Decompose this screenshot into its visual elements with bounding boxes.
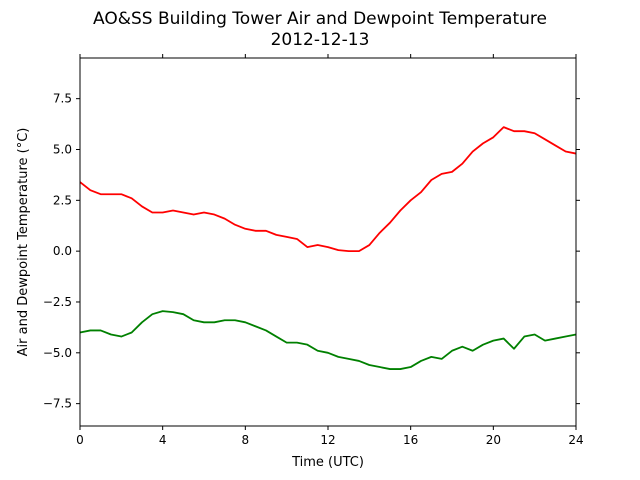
x-tick-label: 4 xyxy=(159,433,167,447)
y-tick-label: 2.5 xyxy=(53,193,72,207)
x-axis: 0 4 8 12 16 20 24 xyxy=(76,54,584,447)
x-axis-label: Time (UTC) xyxy=(291,455,364,470)
y-tick-label: 7.5 xyxy=(53,92,72,106)
x-tick-label: 8 xyxy=(242,433,250,447)
x-tick-label: 0 xyxy=(76,433,84,447)
y-tick-label: 5.0 xyxy=(53,142,72,156)
y-tick-label: −2.5 xyxy=(43,295,72,309)
chart-title: AO&SS Building Tower Air and Dewpoint Te… xyxy=(93,9,547,29)
series-line-2 xyxy=(79,310,577,370)
y-tick-label: −7.5 xyxy=(43,397,72,411)
y-axis-label: Air and Dewpoint Temperature (°C) xyxy=(16,128,31,357)
x-tick-label: 16 xyxy=(403,433,418,447)
x-tick-label: 12 xyxy=(320,433,335,447)
y-axis: −7.5 −5.0 −2.5 0.0 2.5 5.0 7.5 xyxy=(43,92,580,411)
x-tick-label: 20 xyxy=(486,433,501,447)
x-tick-label: 24 xyxy=(568,433,583,447)
plot-frame xyxy=(79,57,577,427)
y-tick-label: 0.0 xyxy=(53,244,72,258)
plot-series xyxy=(79,126,577,370)
series-line-1 xyxy=(79,126,577,253)
chart-subtitle: 2012-12-13 xyxy=(271,30,370,50)
y-tick-label: −5.0 xyxy=(43,346,72,360)
